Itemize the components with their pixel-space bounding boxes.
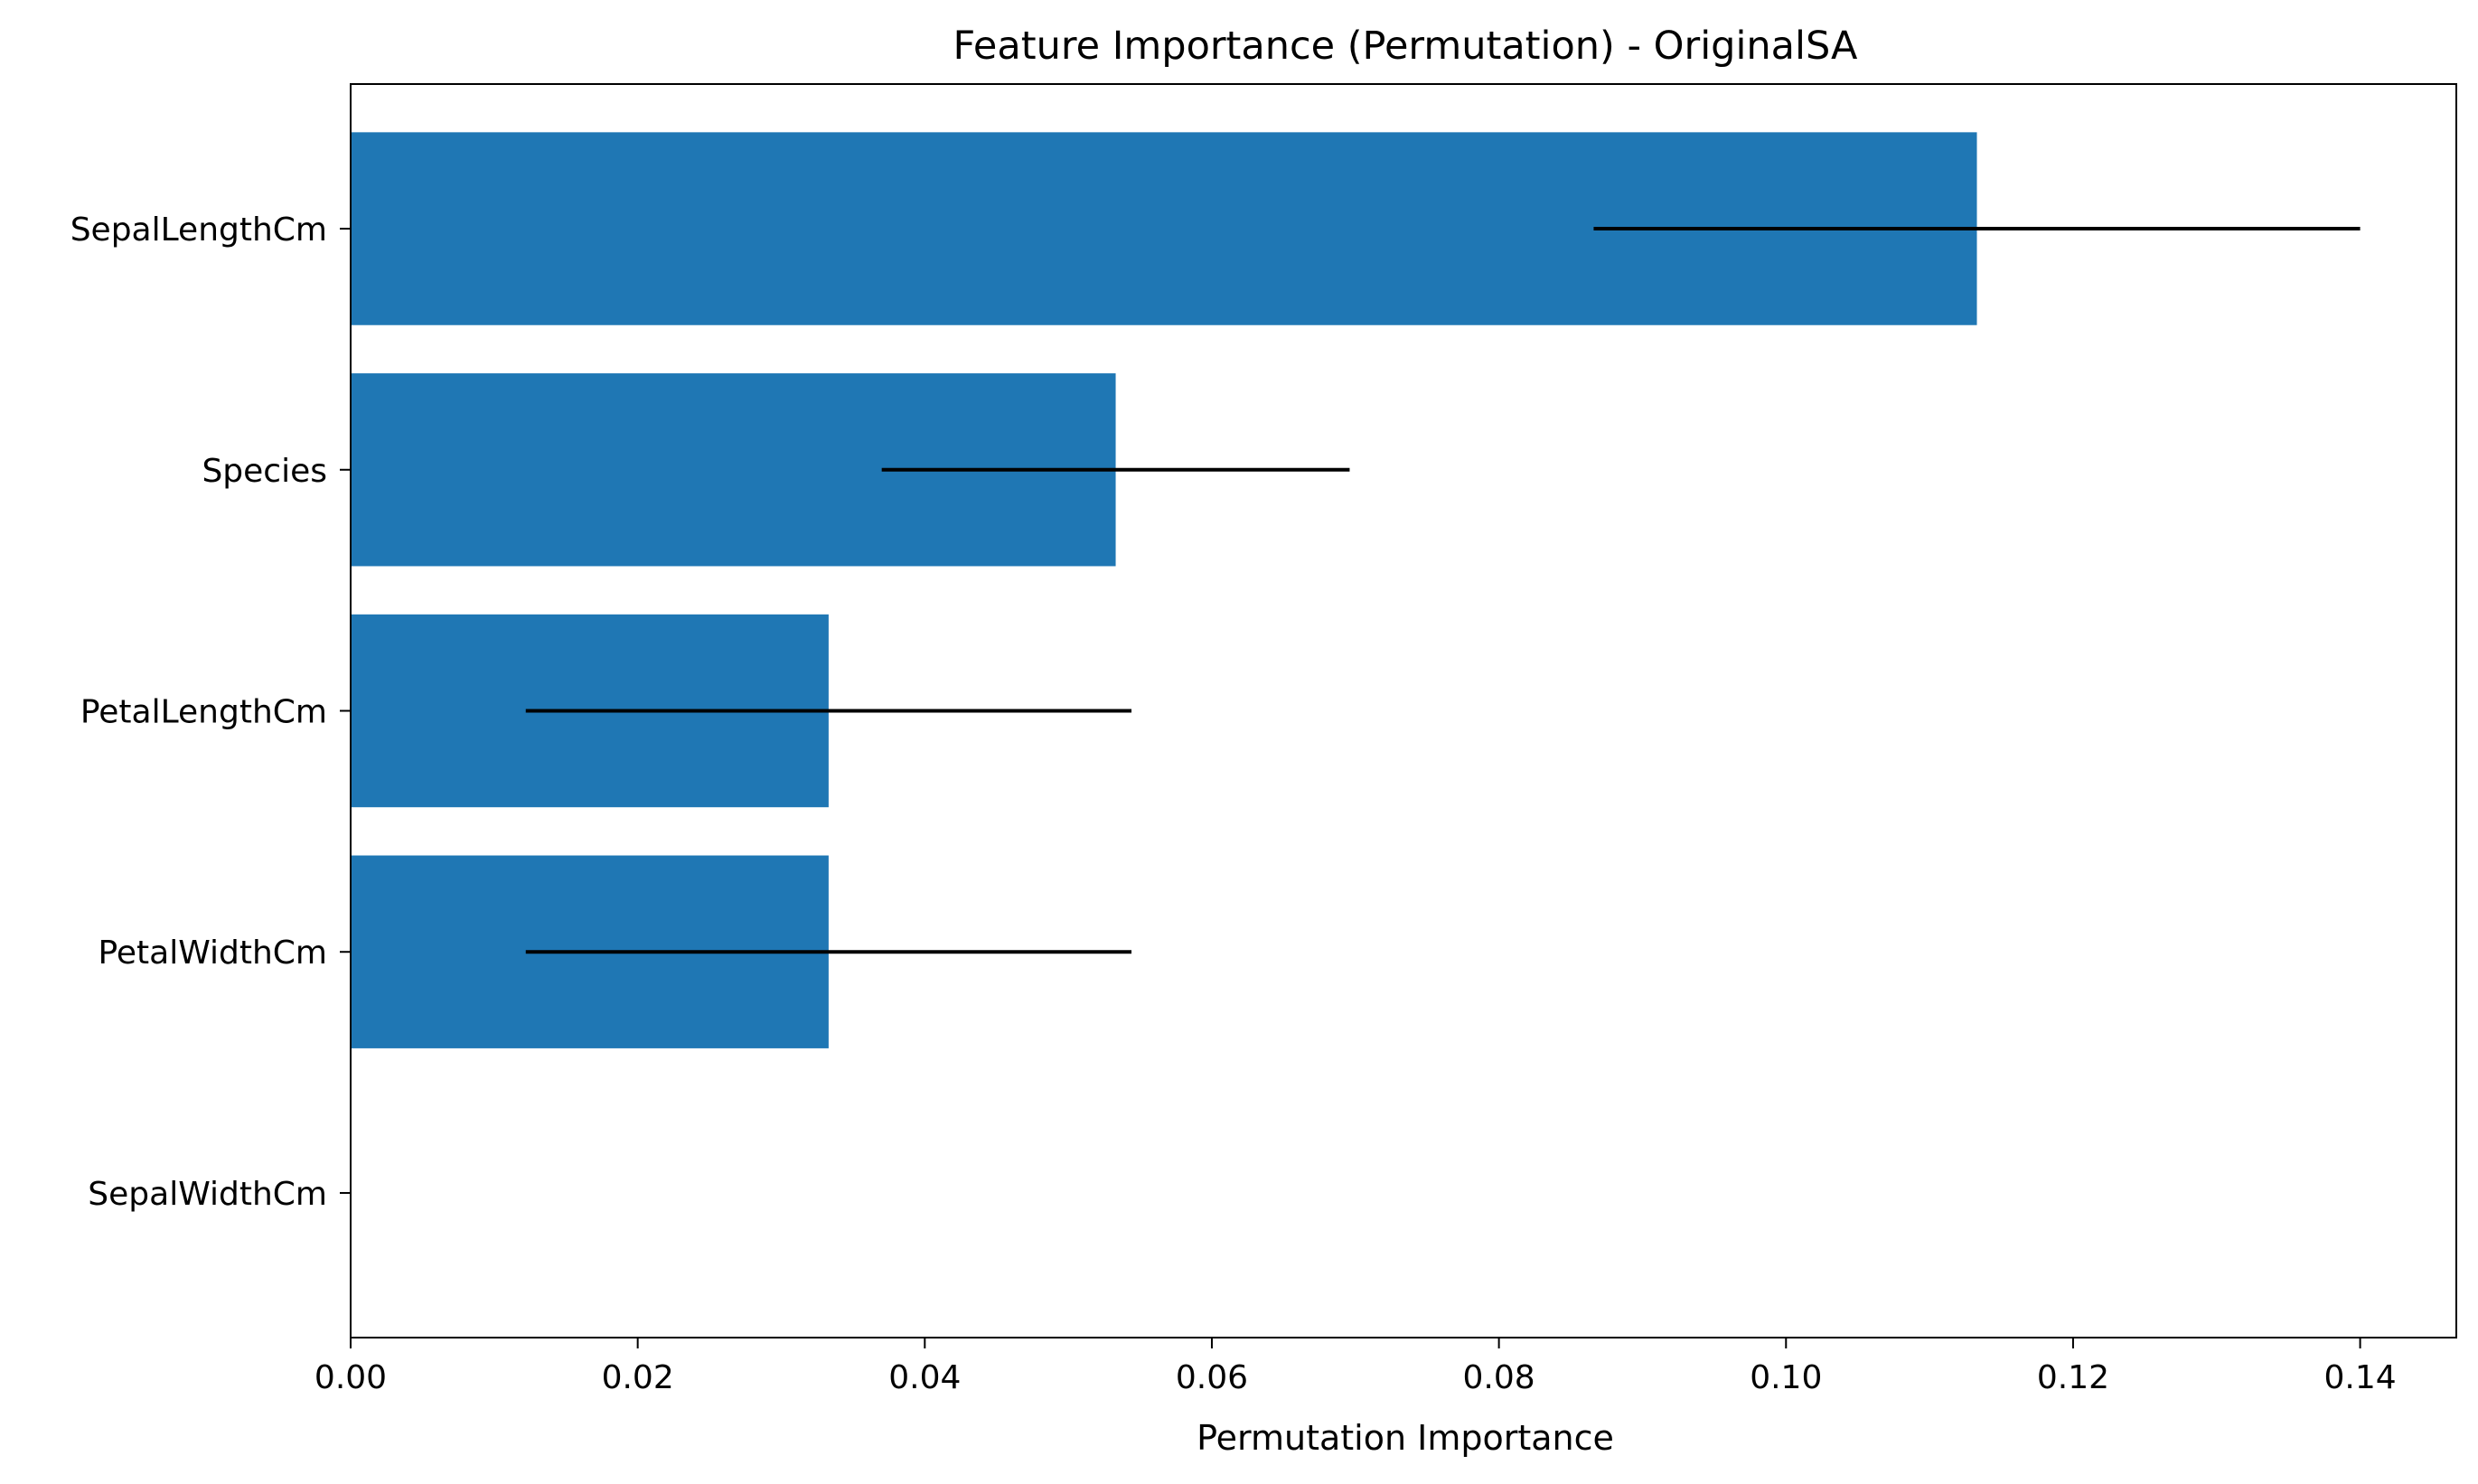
- y-tick-label: Species: [202, 453, 327, 490]
- error-bars-layer: [525, 227, 2361, 954]
- x-tick-label: 0.10: [1750, 1359, 1822, 1396]
- chart-title: Feature Importance (Permutation) - Origi…: [953, 23, 1858, 69]
- x-tick-label: 0.00: [314, 1359, 387, 1396]
- x-tick-label: 0.06: [1176, 1359, 1248, 1396]
- y-tick-label: SepalLengthCm: [70, 211, 327, 249]
- x-tick-label: 0.04: [888, 1359, 961, 1396]
- ticks-layer: SepalLengthCm Species PetalLengthCm PetalWi…: [70, 211, 2397, 1396]
- x-tick-label: 0.14: [2324, 1359, 2397, 1396]
- y-tick-label: PetalWidthCm: [98, 935, 327, 972]
- x-tick-label: 0.08: [1463, 1359, 1535, 1396]
- y-tick-label: SepalWidthCm: [88, 1176, 327, 1213]
- y-tick-label: PetalLengthCm: [80, 694, 327, 731]
- x-tick-label: 0.02: [602, 1359, 674, 1396]
- x-axis-label: Permutation Importance: [1197, 1418, 1614, 1458]
- x-tick-label: 0.12: [2037, 1359, 2109, 1396]
